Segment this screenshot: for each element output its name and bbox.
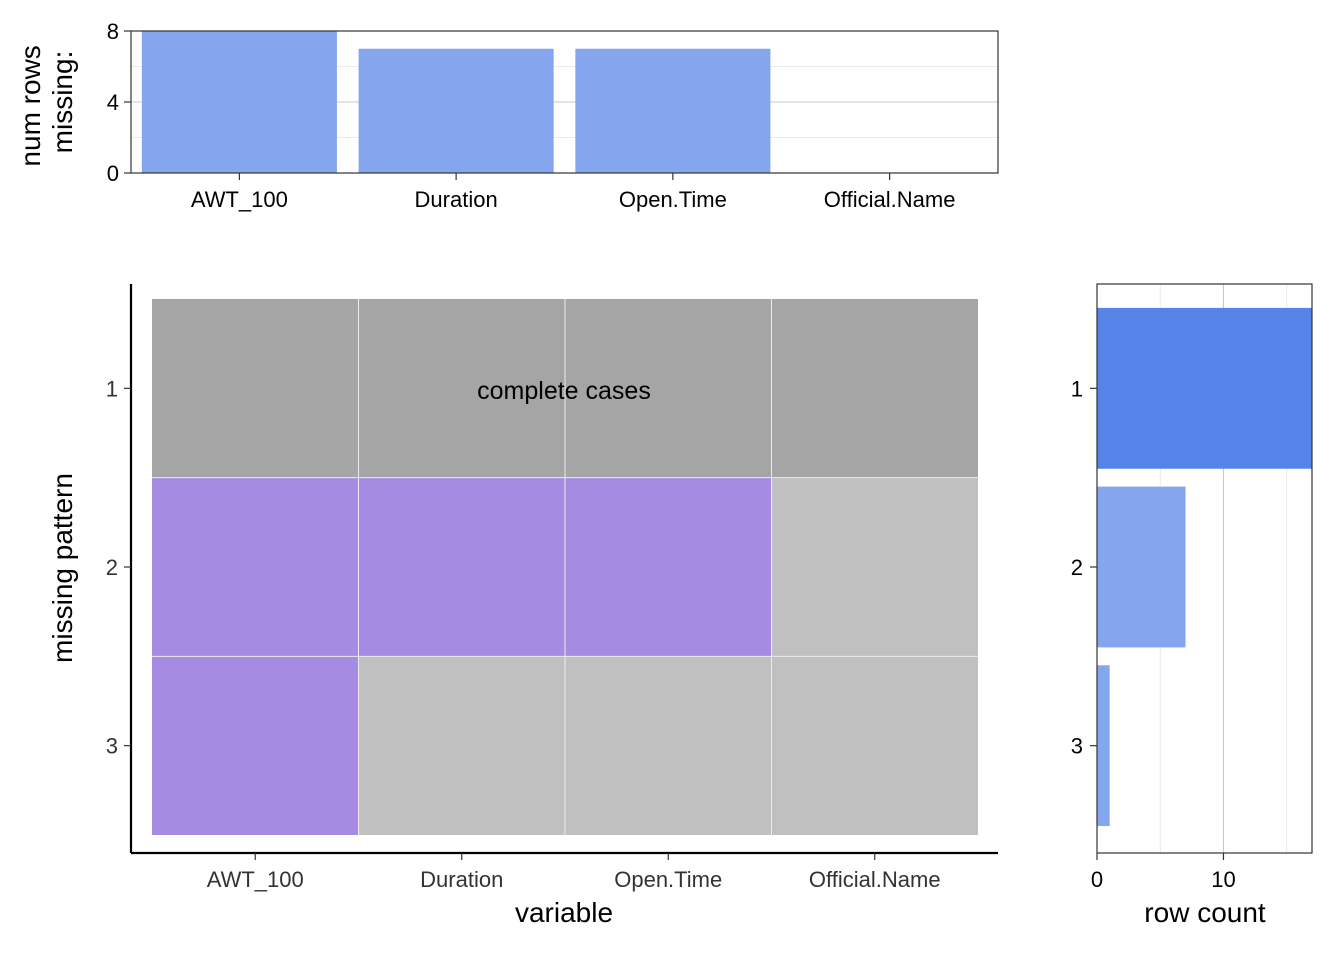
right-panel-border xyxy=(1096,283,1313,854)
heatmap-cell-complete xyxy=(771,299,978,478)
heatmap-cell-missing xyxy=(565,477,772,657)
heatmap-gridlines xyxy=(152,299,978,835)
top-bar-Open.Time xyxy=(575,48,771,173)
heatmap-y-ticks: 1 2 3 xyxy=(106,376,131,759)
right-y-tick-label: 3 xyxy=(1071,734,1083,759)
top-x-tick-label: Open.Time xyxy=(619,187,727,212)
top-x-ticks: AWT_100 Duration Open.Time Official.Name xyxy=(191,173,956,212)
missing-pattern-heatmap: complete cases 1 2 3 AWT_100 Duration Open.T… xyxy=(47,284,998,928)
top-y-axis-title-line1: num rows xyxy=(15,45,46,166)
top-bar-Duration xyxy=(358,48,554,173)
right-bar-pattern-1 xyxy=(1097,307,1312,469)
top-x-tick-label: Duration xyxy=(415,187,498,212)
top-y-tick-label: 0 xyxy=(107,161,119,186)
top-bar-AWT_100 xyxy=(141,31,337,173)
heatmap-cell-present xyxy=(771,477,978,657)
top-y-axis-title: num rows missing: xyxy=(15,37,78,166)
heatmap-y-axis-title: missing pattern xyxy=(47,473,78,663)
heatmap-cell-present xyxy=(771,656,978,835)
heatmap-cell-complete xyxy=(358,299,565,478)
heatmap-y-tick-label: 2 xyxy=(106,555,118,580)
top-x-tick-label: Official.Name xyxy=(824,187,956,212)
heatmap-x-axis-title: variable xyxy=(515,897,613,928)
top-y-ticks: 0 4 8 xyxy=(107,19,131,186)
right-bar-pattern-3 xyxy=(1097,665,1110,827)
top-x-tick-label: AWT_100 xyxy=(191,187,288,212)
right-x-tick-label: 10 xyxy=(1211,867,1235,892)
heatmap-cell-complete xyxy=(152,299,359,478)
right-x-ticks: 0 10 xyxy=(1091,853,1236,892)
heatmap-cell-missing xyxy=(152,656,359,835)
right-row-count-panel: 1 2 3 0 10 row count xyxy=(1071,283,1313,928)
complete-cases-label: complete cases xyxy=(477,377,651,405)
right-bar-pattern-2 xyxy=(1097,486,1186,648)
heatmap-x-tick-label: Official.Name xyxy=(809,867,941,892)
heatmap-x-tick-label: Open.Time xyxy=(614,867,722,892)
heatmap-cell-present xyxy=(358,656,565,835)
heatmap-cell-present xyxy=(565,656,772,835)
right-bars xyxy=(1097,307,1312,827)
right-x-axis-title: row count xyxy=(1144,897,1266,928)
top-y-tick-label: 4 xyxy=(107,90,119,115)
heatmap-x-tick-label: AWT_100 xyxy=(207,867,304,892)
top-y-tick-label: 8 xyxy=(107,19,119,44)
top-missing-count-panel: 0 4 8 AWT_100 Duration Open.Time Official.Nam… xyxy=(15,19,999,212)
right-y-tick-label: 2 xyxy=(1071,555,1083,580)
heatmap-x-tick-label: Duration xyxy=(420,867,503,892)
heatmap-y-tick-label: 1 xyxy=(106,376,118,401)
top-y-axis-title-line2: missing: xyxy=(47,51,78,154)
heatmap-cell-missing xyxy=(358,477,565,657)
top-bars xyxy=(141,31,771,173)
heatmap-cell-missing xyxy=(152,477,359,657)
right-y-ticks: 1 2 3 xyxy=(1071,376,1097,759)
right-y-tick-label: 1 xyxy=(1071,376,1083,401)
heatmap-x-ticks: AWT_100 Duration Open.Time Official.Name xyxy=(207,853,941,892)
heatmap-y-tick-label: 3 xyxy=(106,734,118,759)
right-x-tick-label: 0 xyxy=(1091,867,1103,892)
heatmap-cells xyxy=(152,299,978,835)
heatmap-cell-complete xyxy=(565,299,772,478)
